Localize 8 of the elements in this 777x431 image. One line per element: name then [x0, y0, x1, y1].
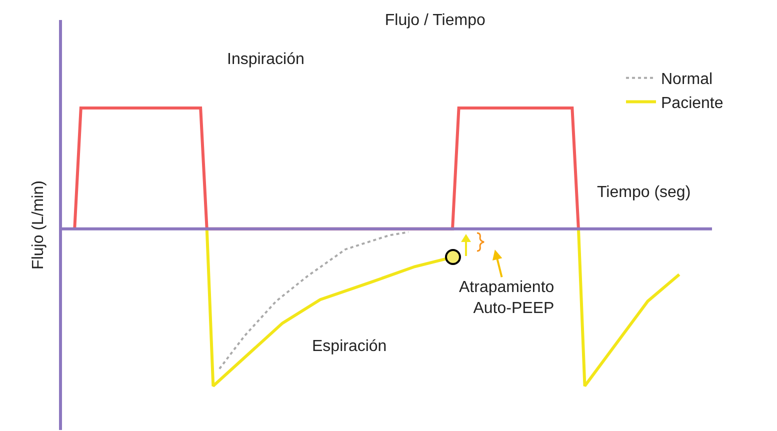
legend-label: Normal [661, 71, 713, 88]
annotation: Espiración [312, 338, 387, 355]
legend-label: Paciente [661, 94, 724, 112]
text: Inspiración [227, 51, 304, 68]
y-axis-title: Flujo (L/min) [30, 180, 47, 270]
annotation: Atrapamiento Auto-PEEP [459, 279, 554, 317]
x-axis-title: Tiempo (seg) [597, 184, 691, 201]
chart-title: Flujo / Tiempo [384, 12, 486, 29]
